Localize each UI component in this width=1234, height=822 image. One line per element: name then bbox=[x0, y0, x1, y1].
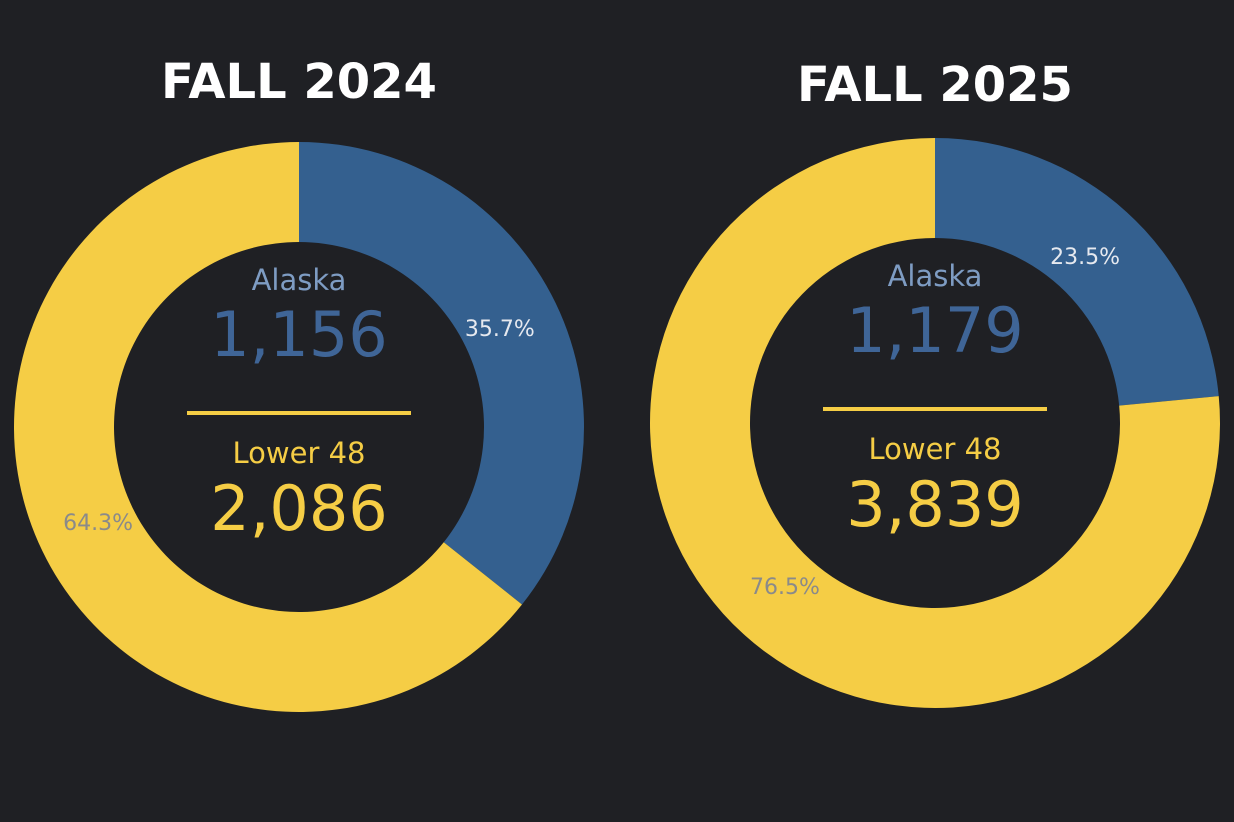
count-label: 1,179 bbox=[846, 294, 1024, 367]
slice-label: 64.3% bbox=[63, 511, 133, 536]
count-label: 1,156 bbox=[210, 298, 388, 371]
category-label: Lower 48 bbox=[869, 432, 1002, 466]
donut-slice bbox=[935, 138, 1219, 406]
slice-label: 35.7% bbox=[465, 317, 535, 342]
donut-slice bbox=[299, 142, 584, 605]
chart-title: FALL 2025 bbox=[797, 57, 1073, 113]
slice-label: 76.5% bbox=[750, 575, 820, 600]
donut-slice bbox=[13, 142, 522, 712]
donut-slice bbox=[650, 138, 1220, 708]
count-label: 3,839 bbox=[846, 468, 1024, 541]
slice-label: 23.5% bbox=[1050, 245, 1120, 270]
chart-title: FALL 2024 bbox=[161, 54, 437, 110]
category-label: Alaska bbox=[888, 259, 983, 293]
category-label: Lower 48 bbox=[233, 436, 366, 470]
count-label: 2,086 bbox=[210, 472, 388, 545]
category-label: Alaska bbox=[252, 263, 347, 297]
